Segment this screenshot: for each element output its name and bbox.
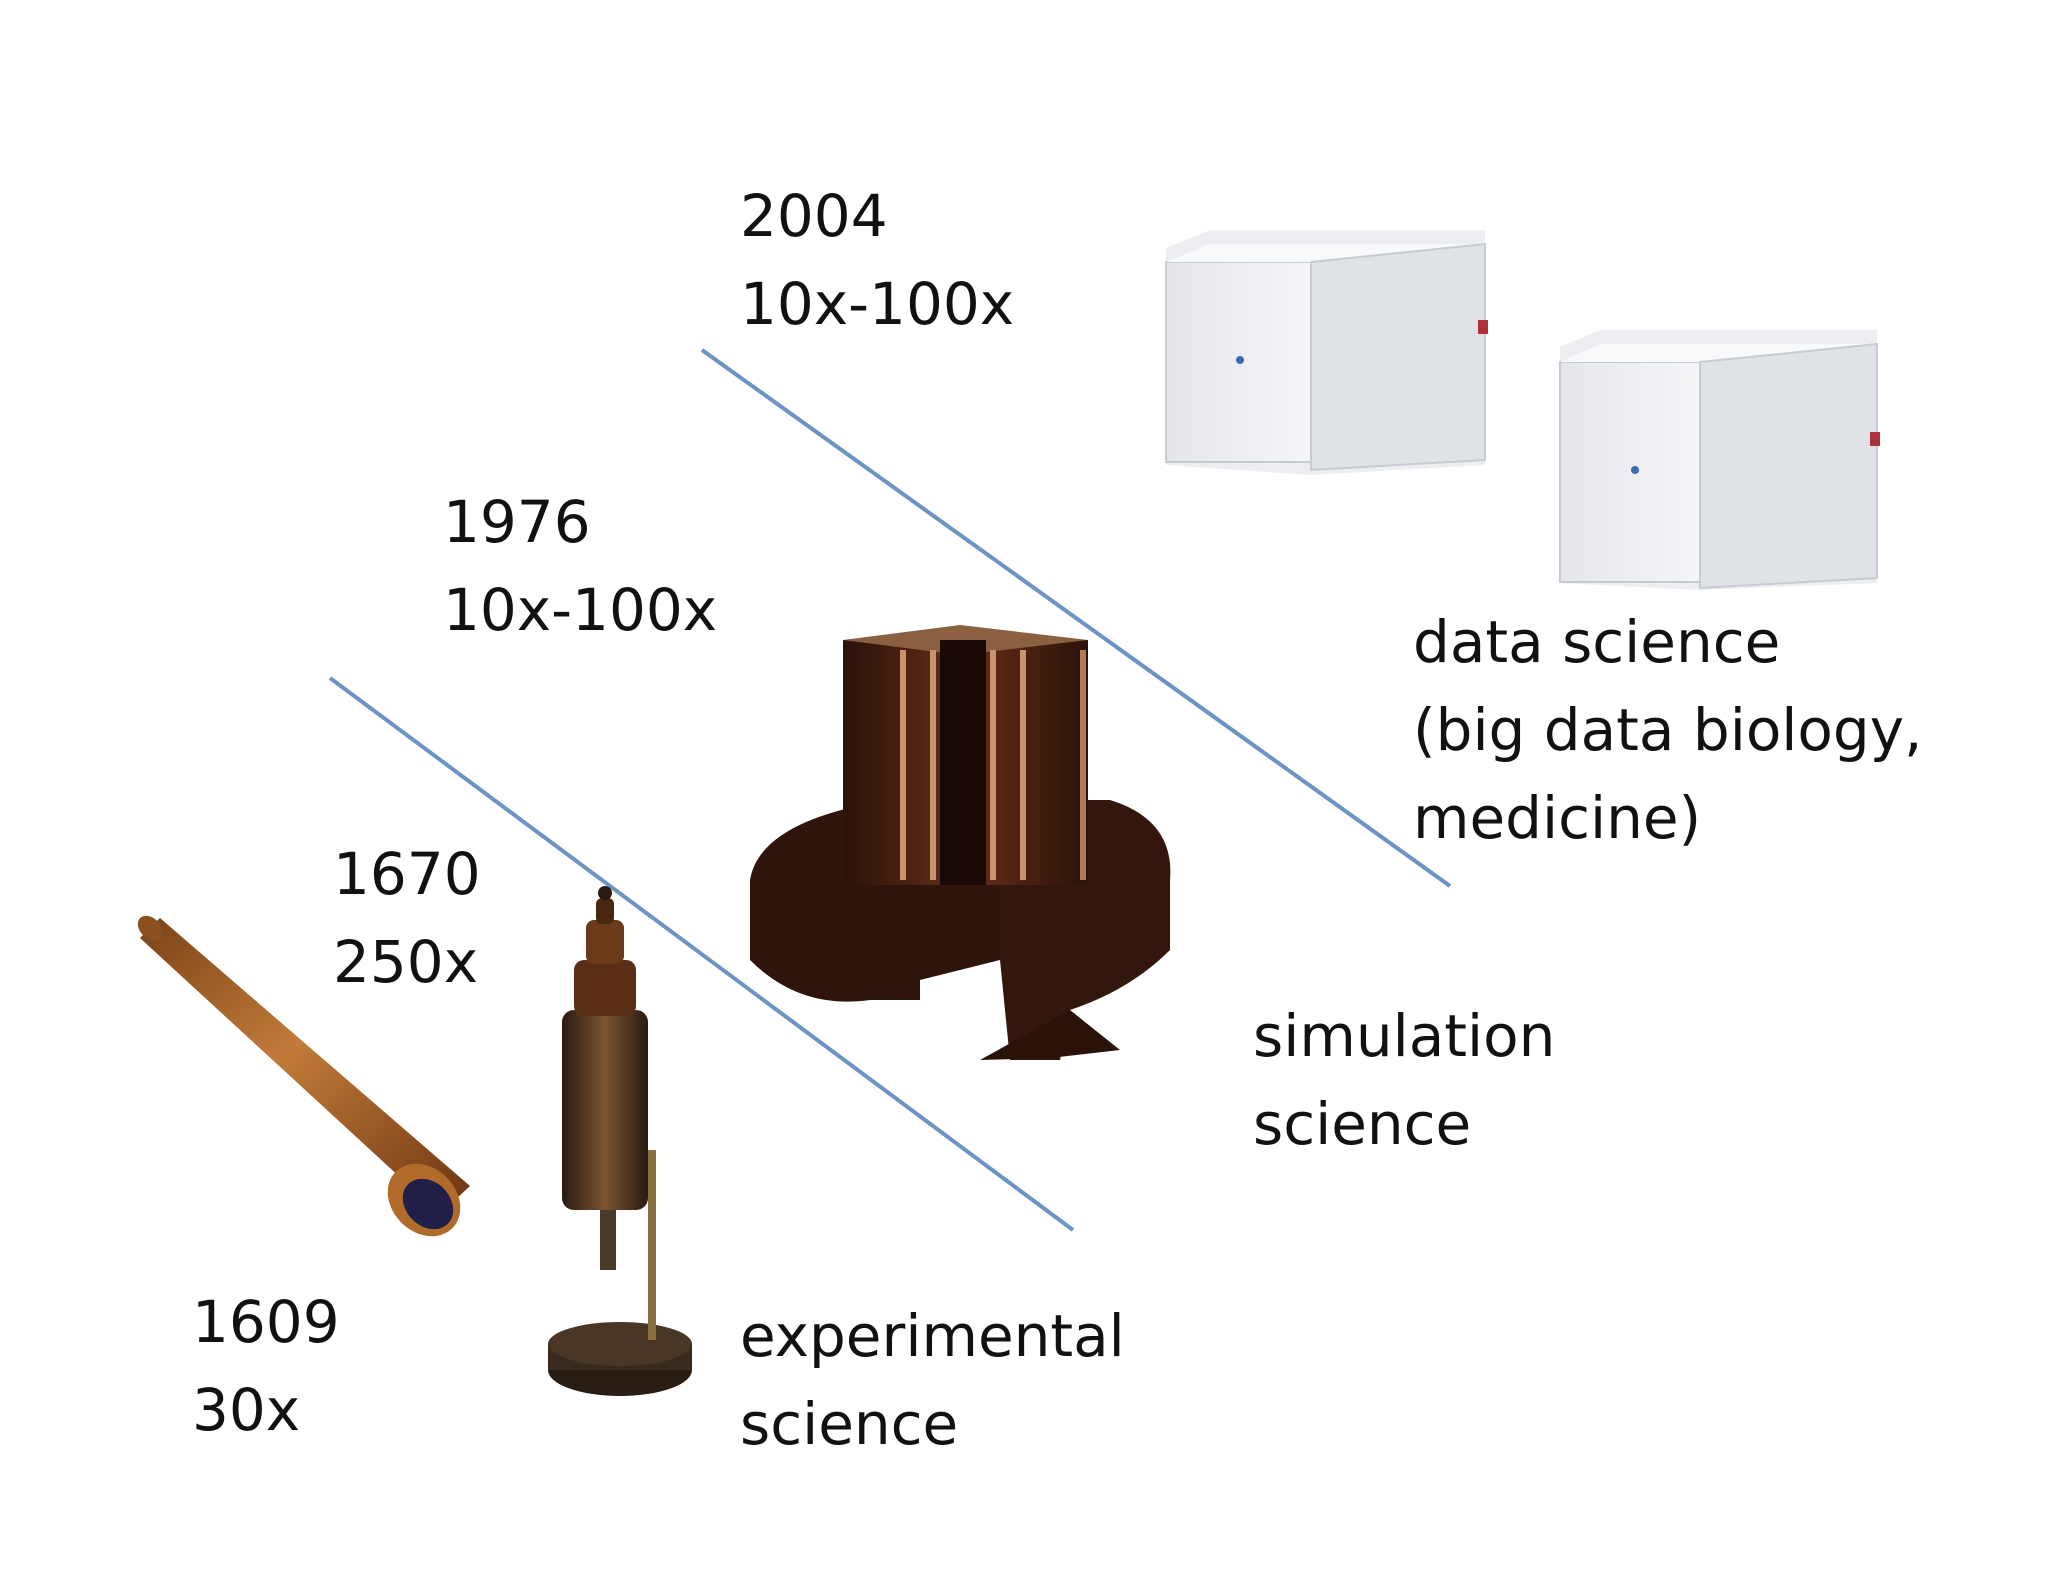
telescope-icon xyxy=(137,915,470,1237)
supercomputer-icon xyxy=(750,625,1171,1060)
era-2004-label: 2004 10x-100x xyxy=(740,172,1014,348)
sequencer-icon xyxy=(1165,230,1880,590)
microscope-icon xyxy=(548,886,692,1396)
era-year: 1976 xyxy=(443,488,591,556)
era-year: 1609 xyxy=(192,1288,340,1356)
divider-line-simulation-data xyxy=(700,348,1452,888)
experimental-science-label: experimental science xyxy=(740,1302,1125,1458)
era-1670-label: 1670 250x xyxy=(333,830,481,1006)
divider-line-experimental-simulation xyxy=(328,676,1075,1232)
era-factor: 10x-100x xyxy=(740,270,1015,338)
era-1609-label: 1609 30x xyxy=(192,1278,340,1454)
era-factor: 10x-100x xyxy=(443,576,718,644)
data-science-label: data science (big data biology, medicine… xyxy=(1413,608,1923,852)
era-year: 1670 xyxy=(333,840,481,908)
era-year: 2004 xyxy=(740,182,888,250)
simulation-science-label: simulation science xyxy=(1253,1002,1556,1158)
era-factor: 250x xyxy=(333,928,479,996)
era-1976-label: 1976 10x-100x xyxy=(443,478,717,654)
era-factor: 30x xyxy=(192,1376,301,1444)
